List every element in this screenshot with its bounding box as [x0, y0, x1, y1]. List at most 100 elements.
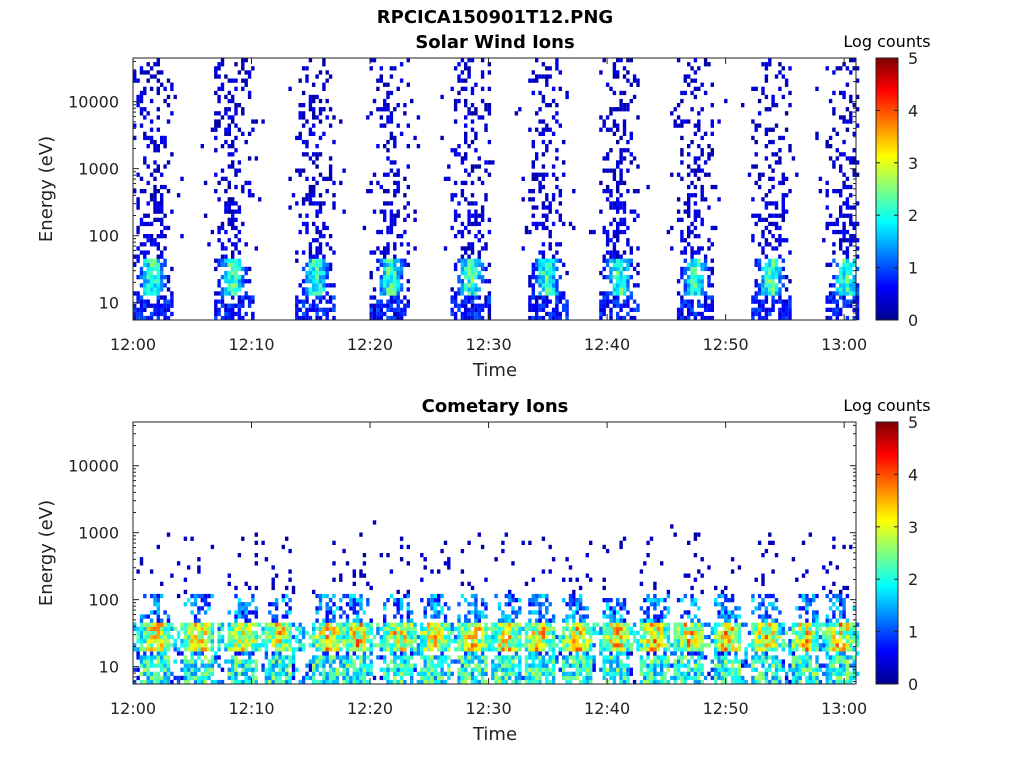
- heatmap-cell: [356, 647, 359, 651]
- heatmap-cell: [528, 275, 531, 279]
- heatmap-cell: [447, 647, 450, 651]
- heatmap-cell: [609, 205, 612, 209]
- heatmap-cell: [474, 271, 477, 275]
- heatmap-cell: [285, 594, 288, 598]
- heatmap-cell: [549, 668, 552, 672]
- heatmap-cell: [471, 193, 474, 197]
- heatmap-cell: [636, 189, 639, 193]
- heatmap-cell: [292, 635, 295, 639]
- heatmap-cell: [579, 631, 582, 635]
- heatmap-cell: [174, 627, 177, 631]
- heatmap-cell: [839, 230, 842, 234]
- heatmap-cell: [285, 635, 288, 639]
- heatmap-cell: [147, 659, 150, 663]
- heatmap-cell: [150, 623, 153, 627]
- heatmap-cell: [643, 659, 646, 663]
- heatmap-cell: [326, 627, 329, 631]
- heatmap-cell: [613, 659, 616, 663]
- heatmap-cell: [606, 197, 609, 201]
- heatmap-cell: [839, 283, 842, 287]
- heatmap-cell: [687, 83, 690, 87]
- heatmap-cell: [545, 173, 548, 177]
- heatmap-cell: [474, 606, 477, 610]
- heatmap-cell: [363, 226, 366, 230]
- heatmap-cell: [214, 304, 217, 308]
- heatmap-cell: [481, 659, 484, 663]
- heatmap-cell: [329, 643, 332, 647]
- heatmap-cell: [619, 308, 622, 312]
- heatmap-cell: [255, 606, 258, 610]
- heatmap-cell: [518, 676, 521, 680]
- heatmap-cell: [393, 300, 396, 304]
- heatmap-cell: [565, 619, 568, 623]
- heatmap-cell: [616, 598, 619, 602]
- heatmap-cell: [309, 259, 312, 263]
- heatmap-cell: [390, 214, 393, 218]
- heatmap-cell: [680, 308, 683, 312]
- heatmap-cell: [197, 676, 200, 680]
- heatmap-cell: [228, 308, 231, 312]
- heatmap-cell: [619, 136, 622, 140]
- heatmap-cell: [535, 655, 538, 659]
- heatmap-cell: [390, 267, 393, 271]
- heatmap-cell: [177, 651, 180, 655]
- heatmap-cell: [136, 246, 139, 250]
- heatmap-cell: [552, 668, 555, 672]
- heatmap-cell: [815, 87, 818, 91]
- heatmap-cell: [231, 676, 234, 680]
- heatmap-cell: [447, 557, 450, 561]
- heatmap-cell: [160, 594, 163, 598]
- heatmap-cell: [778, 136, 781, 140]
- heatmap-cell: [630, 58, 633, 62]
- heatmap-cell: [305, 79, 308, 83]
- heatmap-cell: [643, 647, 646, 651]
- heatmap-cell: [643, 627, 646, 631]
- heatmap-cell: [697, 111, 700, 115]
- heatmap-cell: [275, 623, 278, 627]
- heatmap-cell: [376, 655, 379, 659]
- heatmap-cell: [407, 664, 410, 668]
- heatmap-cell: [153, 676, 156, 680]
- heatmap-cell: [299, 111, 302, 115]
- heatmap-cell: [609, 238, 612, 242]
- heatmap-cell: [609, 312, 612, 316]
- heatmap-cell: [488, 111, 491, 115]
- heatmap-cell: [194, 614, 197, 618]
- heatmap-cell: [366, 664, 369, 668]
- heatmap-cell: [697, 156, 700, 160]
- heatmap-cell: [217, 647, 220, 651]
- heatmap-cell: [278, 623, 281, 627]
- heatmap-cell: [775, 246, 778, 250]
- heatmap-cell: [782, 177, 785, 181]
- heatmap-cell: [545, 283, 548, 287]
- heatmap-cell: [494, 664, 497, 668]
- heatmap-cell: [322, 87, 325, 91]
- heatmap-cell: [150, 275, 153, 279]
- heatmap-cell: [613, 267, 616, 271]
- heatmap-cell: [329, 124, 332, 128]
- heatmap-cell: [586, 639, 589, 643]
- heatmap-cell: [147, 668, 150, 672]
- heatmap-cell: [312, 300, 315, 304]
- heatmap-cell: [228, 181, 231, 185]
- heatmap-cell: [626, 647, 629, 651]
- heatmap-cell: [221, 275, 224, 279]
- heatmap-cell: [461, 635, 464, 639]
- heatmap-cell: [407, 58, 410, 62]
- heatmap-cell: [147, 62, 150, 66]
- heatmap-cell: [677, 58, 680, 62]
- heatmap-cell: [555, 267, 558, 271]
- heatmap-cell: [471, 267, 474, 271]
- heatmap-cell: [339, 119, 342, 123]
- heatmap-cell: [167, 226, 170, 230]
- heatmap-cell: [461, 291, 464, 295]
- heatmap-cell: [751, 308, 754, 312]
- heatmap-cell: [501, 659, 504, 663]
- heatmap-cell: [765, 287, 768, 291]
- heatmap-cell: [532, 659, 535, 663]
- heatmap-cell: [684, 287, 687, 291]
- heatmap-cell: [552, 635, 555, 639]
- heatmap-cell: [400, 275, 403, 279]
- heatmap-cell: [221, 222, 224, 226]
